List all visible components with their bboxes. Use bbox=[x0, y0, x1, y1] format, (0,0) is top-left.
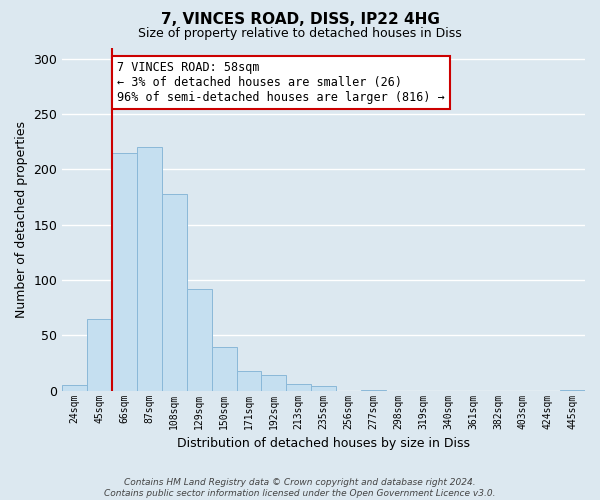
Text: 7 VINCES ROAD: 58sqm
← 3% of detached houses are smaller (26)
96% of semi-detach: 7 VINCES ROAD: 58sqm ← 3% of detached ho… bbox=[117, 61, 445, 104]
Bar bbox=[311, 386, 336, 390]
Bar bbox=[187, 289, 212, 390]
Bar bbox=[137, 147, 162, 390]
Bar bbox=[87, 318, 112, 390]
Text: Size of property relative to detached houses in Diss: Size of property relative to detached ho… bbox=[138, 28, 462, 40]
Bar bbox=[112, 152, 137, 390]
Bar bbox=[286, 384, 311, 390]
Bar bbox=[62, 385, 87, 390]
X-axis label: Distribution of detached houses by size in Diss: Distribution of detached houses by size … bbox=[177, 437, 470, 450]
Y-axis label: Number of detached properties: Number of detached properties bbox=[15, 120, 28, 318]
Bar bbox=[212, 348, 236, 391]
Text: 7, VINCES ROAD, DISS, IP22 4HG: 7, VINCES ROAD, DISS, IP22 4HG bbox=[161, 12, 439, 28]
Bar bbox=[162, 194, 187, 390]
Text: Contains HM Land Registry data © Crown copyright and database right 2024.
Contai: Contains HM Land Registry data © Crown c… bbox=[104, 478, 496, 498]
Bar bbox=[236, 370, 262, 390]
Bar bbox=[262, 375, 286, 390]
